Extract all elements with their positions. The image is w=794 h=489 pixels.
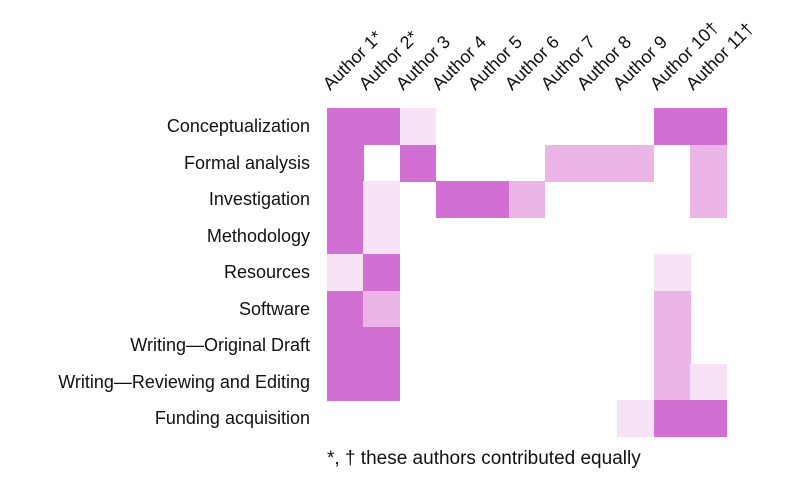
row-label: Funding acquisition (154, 408, 310, 429)
heatmap-cell (363, 181, 401, 219)
heatmap-cell (617, 144, 655, 182)
row-label: Writing—Reviewing and Editing (58, 371, 310, 392)
heatmap-cell (363, 327, 401, 365)
heatmap-cell (399, 108, 437, 146)
heatmap-cell (544, 144, 582, 182)
heatmap-cell (690, 108, 727, 146)
heatmap-cell (327, 144, 364, 182)
heatmap-cell (690, 363, 727, 401)
heatmap-cell (508, 181, 546, 219)
heatmap-cell (435, 181, 473, 219)
heatmap-cell (653, 327, 691, 365)
row-label: Writing—Original Draft (130, 335, 310, 356)
heatmap-cell (399, 144, 437, 182)
row-label: Formal analysis (183, 152, 310, 173)
heatmap-cell (581, 144, 618, 182)
heatmap-cell (653, 108, 691, 146)
heatmap-cell (363, 290, 401, 328)
row-label: Methodology (206, 225, 310, 246)
heatmap-cell (327, 290, 364, 328)
heatmap-cell (327, 181, 364, 219)
heatmap-cell (617, 400, 655, 438)
heatmap-cell (690, 144, 727, 182)
heatmap-cell (653, 254, 691, 292)
heatmap-cell (472, 181, 510, 219)
heatmap-cell (363, 217, 401, 255)
heatmap-cell (363, 254, 401, 292)
heatmap-cell (327, 217, 364, 255)
row-label: Software (238, 298, 310, 319)
heatmap-cell (690, 400, 727, 438)
footnote: *, † these authors contributed equally (327, 448, 641, 469)
heatmap-cell (327, 108, 364, 146)
heatmap-cell (327, 363, 364, 401)
row-label: Conceptualization (166, 116, 310, 137)
row-label: Investigation (208, 189, 310, 210)
heatmap-cell (363, 363, 401, 401)
heatmap-cell (327, 254, 364, 292)
heatmap-cell (653, 290, 691, 328)
heatmap-cell (653, 400, 691, 438)
row-label: Resources (223, 262, 310, 283)
heatmap-cell (363, 108, 401, 146)
heatmap-cell (690, 181, 727, 219)
heatmap-cell (653, 363, 691, 401)
heatmap-cell (327, 327, 364, 365)
